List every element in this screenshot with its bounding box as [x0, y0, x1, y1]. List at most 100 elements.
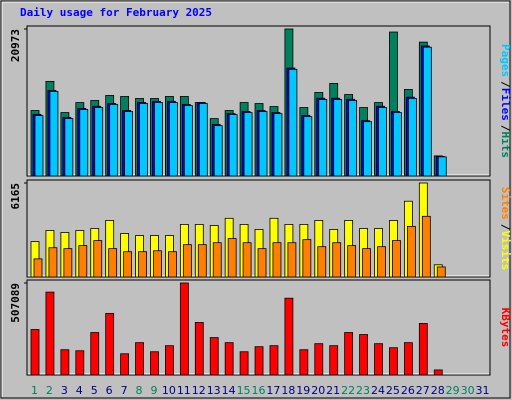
bar: [329, 345, 339, 376]
bar: [389, 347, 398, 376]
bar: [154, 102, 163, 177]
bar: [105, 312, 115, 376]
bar: [254, 346, 264, 376]
bar: [108, 248, 118, 278]
bar: [213, 125, 223, 177]
bar: [94, 107, 104, 177]
bar: [139, 103, 148, 177]
bar: [45, 291, 55, 376]
bar: [332, 242, 342, 278]
bar: [243, 112, 253, 177]
bar: [75, 350, 85, 376]
bar: [433, 369, 443, 376]
bar: [64, 118, 74, 177]
bar: [60, 349, 70, 376]
bar: [135, 342, 144, 376]
x-tick-label: 27: [416, 384, 430, 397]
legend: Sites /Visits: [499, 187, 512, 271]
bar: [314, 343, 324, 376]
bar: [363, 121, 372, 177]
bar: [422, 46, 432, 177]
bar: [302, 239, 312, 278]
bar: [347, 245, 357, 278]
bar: [78, 245, 88, 278]
bar: [288, 68, 298, 177]
y-tick-label: 6165: [9, 183, 22, 210]
bar: [287, 242, 297, 278]
y-tick-label: 507089: [9, 283, 22, 323]
bar: [272, 242, 282, 278]
bar: [169, 102, 178, 177]
x-tick-label: 19: [296, 384, 310, 397]
legend-entry: Files: [499, 88, 512, 121]
chart-title: Daily usage for February 2025: [20, 6, 212, 19]
bar: [120, 353, 130, 376]
x-tick-label: 20: [311, 384, 325, 397]
x-tick-label: 2: [46, 384, 53, 397]
bar: [378, 107, 387, 177]
x-tick-label: 26: [401, 384, 415, 397]
x-tick-label: 17: [266, 384, 280, 397]
bar: [303, 116, 313, 177]
legend-entry: Sites: [499, 187, 512, 220]
bar: [49, 91, 59, 177]
bar: [179, 282, 189, 376]
bar: [348, 100, 358, 177]
legend-separator: /: [499, 81, 512, 88]
bar: [392, 240, 401, 278]
bar: [30, 329, 40, 376]
bar: [239, 351, 249, 376]
bar: [168, 251, 177, 278]
y-tick-label: 20973: [9, 29, 22, 62]
legend-separator: /: [499, 125, 512, 132]
bar: [374, 343, 383, 376]
bar: [418, 323, 428, 376]
bar: [63, 248, 73, 278]
x-tick-label: 30: [461, 384, 475, 397]
legend-separator: /: [499, 224, 512, 231]
x-tick-label: 28: [431, 384, 445, 397]
bar: [153, 250, 162, 278]
x-tick-label: 22: [341, 384, 355, 397]
bar: [284, 297, 294, 376]
bar: [299, 349, 309, 376]
x-tick-label: 5: [91, 384, 98, 397]
legend-entry: Visits: [499, 231, 512, 271]
bar: [273, 113, 283, 177]
x-tick-label: 18: [281, 384, 295, 397]
bar: [33, 258, 43, 278]
x-tick-label: 29: [446, 384, 460, 397]
x-tick-label: 10: [162, 384, 176, 397]
bar: [257, 248, 267, 278]
legend-entry: Pages: [499, 44, 512, 77]
x-tick-label: 11: [177, 384, 191, 397]
bar: [124, 111, 134, 177]
bar: [269, 345, 279, 376]
bar: [228, 114, 238, 177]
bar: [150, 351, 159, 376]
bar: [209, 337, 219, 376]
bar: [344, 332, 354, 376]
bar: [194, 322, 204, 376]
bar: [109, 104, 119, 177]
bar: [227, 238, 237, 278]
bar: [90, 332, 100, 376]
bar: [362, 248, 371, 278]
bar: [198, 103, 208, 177]
legend-entry: KBytes: [499, 308, 512, 348]
bar: [183, 105, 193, 177]
bar: [406, 225, 416, 278]
x-tick-label: 24: [371, 384, 385, 397]
x-tick-label: 25: [386, 384, 400, 397]
bar: [318, 99, 328, 177]
x-tick-label: 15: [237, 384, 251, 397]
bar: [224, 342, 234, 376]
legend-entry: Hits: [499, 132, 512, 159]
x-tick-label: 4: [76, 384, 83, 397]
x-tick-label: 1: [31, 384, 38, 397]
bar: [79, 109, 89, 177]
x-tick-label: 7: [121, 384, 128, 397]
bar: [317, 246, 327, 278]
